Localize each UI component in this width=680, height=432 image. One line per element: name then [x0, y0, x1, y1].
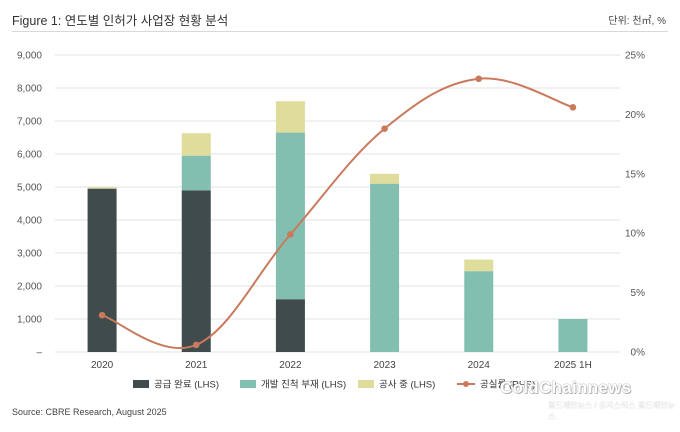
left-tick-label: 4,000	[17, 216, 42, 227]
left-tick-label: 6,000	[17, 150, 42, 161]
bar-not-started	[464, 271, 494, 352]
title-divider	[12, 31, 668, 32]
legend-label-2: 공사 중 (LHS)	[379, 380, 435, 391]
right-tick-label: 20%	[625, 110, 645, 121]
bar-series	[87, 101, 588, 352]
vacancy-line	[101, 77, 574, 350]
bar-under-construction	[87, 187, 117, 189]
left-tick-label: 2,000	[17, 282, 42, 293]
bar-under-construction	[464, 259, 494, 272]
legend-swatch-1	[240, 380, 256, 388]
bar-not-started	[275, 132, 305, 300]
x-axis-ticks: 2020 2021 2022 2023 2024 2025 1H	[91, 360, 592, 371]
left-tick-label: 1,000	[17, 315, 42, 326]
x-tick-label: 2023	[373, 360, 396, 371]
left-tick-label: 7,000	[17, 117, 42, 128]
vacancy-line-series	[98, 75, 577, 350]
right-tick-label: 5%	[631, 288, 646, 299]
bar-completed	[87, 188, 117, 352]
watermark-sub: 콜드체인뉴스 / 로지스틱스 콜드체인뉴스	[548, 401, 675, 421]
vacancy-point	[192, 341, 200, 349]
vacancy-point	[475, 75, 483, 83]
source-note: Source: CBRE Research, August 2025	[12, 407, 167, 417]
legend-swatch-0	[133, 380, 149, 388]
bar-under-construction	[275, 101, 305, 133]
bar-not-started	[181, 155, 211, 191]
vacancy-point	[98, 311, 106, 319]
left-tick-label: –	[36, 348, 42, 359]
watermark-brand: ColdChainnews	[500, 378, 632, 397]
x-tick-label: 2025 1H	[554, 360, 592, 371]
chart-title: Figure 1: 연도별 인허가 사업장 현황 분석	[12, 14, 229, 28]
left-tick-label: 3,000	[17, 249, 42, 260]
right-axis-ticks: 0% 5% 10% 15% 20% 25%	[625, 51, 645, 359]
x-tick-label: 2021	[185, 360, 208, 371]
vacancy-point	[287, 231, 294, 238]
x-tick-label: 2022	[279, 360, 302, 371]
bar-under-construction	[181, 133, 211, 156]
bar-not-started	[370, 183, 400, 352]
unit-label: 단위: 천㎡, %	[608, 16, 666, 27]
vacancy-point	[381, 125, 388, 132]
legend-label-0: 공급 완료 (LHS)	[154, 380, 219, 391]
bar-completed	[275, 299, 305, 352]
legend-label-1: 개발 진척 부재 (LHS)	[261, 380, 346, 391]
legend-swatch-2	[358, 380, 374, 388]
right-tick-label: 15%	[625, 169, 645, 180]
right-tick-label: 10%	[625, 229, 645, 240]
bar-under-construction	[370, 173, 400, 184]
left-tick-label: 5,000	[17, 183, 42, 194]
gridlines	[55, 54, 620, 353]
legend: 공급 완료 (LHS) 개발 진척 부재 (LHS) 공사 중 (LHS) 공실률 (…	[133, 380, 535, 391]
bar-completed	[181, 190, 211, 352]
right-tick-label: 25%	[625, 51, 645, 62]
x-tick-label: 2020	[91, 360, 114, 371]
legend-marker-3	[463, 381, 469, 387]
legend-label-3: 공실률 (RHS)	[480, 380, 535, 391]
left-tick-label: 8,000	[17, 84, 42, 95]
right-tick-label: 0%	[631, 348, 646, 359]
left-axis-ticks: – 1,000 2,000 3,000 4,000 5,000 6,000 7,000 8,00…	[17, 51, 42, 359]
left-tick-label: 9,000	[17, 51, 42, 62]
vacancy-point	[569, 103, 577, 111]
x-tick-label: 2024	[468, 360, 491, 371]
bar-not-started	[558, 319, 588, 352]
